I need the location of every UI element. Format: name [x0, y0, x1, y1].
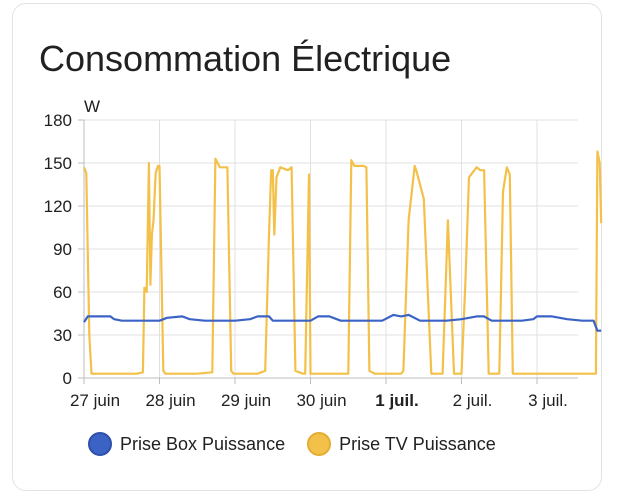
x-tick-label: 28 juin — [145, 391, 195, 410]
card-title: Consommation Électrique — [39, 38, 452, 79]
axes — [78, 119, 578, 384]
legend-label-tv: Prise TV Puissance — [339, 433, 496, 454]
y-tick-label: 150 — [44, 154, 72, 173]
y-tick-label: 30 — [53, 326, 72, 345]
y-tick-label: 90 — [53, 240, 72, 259]
grid-lines — [83, 119, 578, 379]
x-tick-label: 3 juil. — [528, 391, 568, 410]
x-tick-label: 27 juin — [70, 391, 120, 410]
legend-item-box[interactable]: Prise Box Puissance — [88, 432, 285, 456]
series-line-tv — [82, 150, 603, 375]
y-axis-label: W — [84, 97, 100, 116]
y-tick-label: 120 — [44, 197, 72, 216]
x-tick-label: 1 juil. — [375, 391, 418, 410]
y-tick-label: 60 — [53, 283, 72, 302]
y-tick-label: 180 — [44, 111, 72, 130]
series-line-box — [83, 313, 602, 332]
x-tick-label: 29 juin — [221, 391, 271, 410]
legend-item-tv[interactable]: Prise TV Puissance — [307, 432, 496, 456]
y-tick-label: 0 — [63, 369, 72, 388]
legend-label-box: Prise Box Puissance — [120, 433, 286, 454]
chart-card: Consommation Électrique — [12, 3, 602, 491]
series-lines — [82, 150, 603, 375]
x-tick-label: 2 juil. — [453, 391, 493, 410]
legend-swatch-box — [88, 432, 112, 456]
x-tick-label: 30 juin — [296, 391, 346, 410]
axis-labels: 0 30 60 90 120 150 180 27 juin 28 juin 29 juin 30 … — [44, 97, 568, 410]
legend-swatch-tv — [307, 432, 332, 456]
chart-legend: Prise Box Puissance Prise TV Puissance — [88, 432, 518, 456]
